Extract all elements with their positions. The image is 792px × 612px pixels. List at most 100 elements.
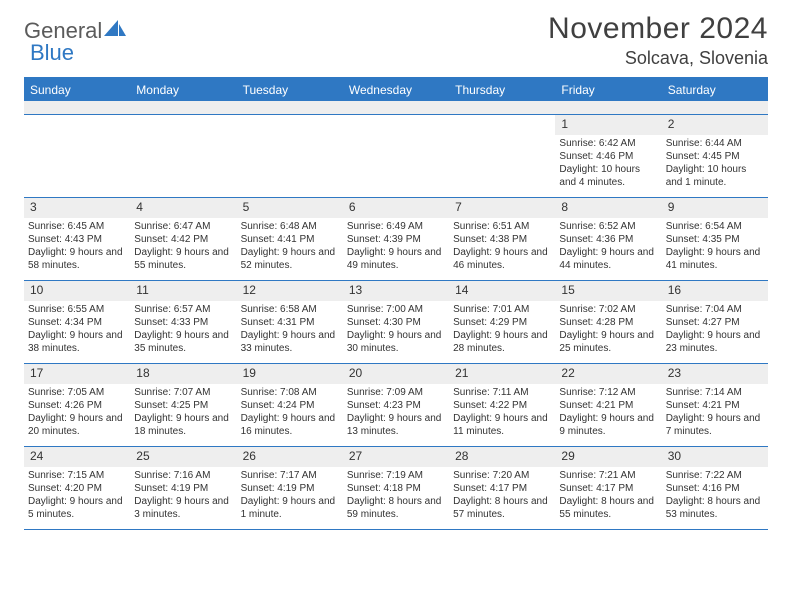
sunset-text: Sunset: 4:31 PM [241, 316, 339, 329]
daylight-text: Daylight: 9 hours and 7 minutes. [666, 412, 764, 438]
sunrise-text: Sunrise: 7:00 AM [347, 303, 445, 316]
sunset-text: Sunset: 4:17 PM [453, 482, 551, 495]
calendar: Sunday Monday Tuesday Wednesday Thursday… [24, 77, 768, 530]
day-number: 6 [343, 198, 449, 218]
sunset-text: Sunset: 4:26 PM [28, 399, 126, 412]
calendar-cell: 2Sunrise: 6:44 AMSunset: 4:45 PMDaylight… [662, 115, 768, 197]
calendar-cell [343, 115, 449, 197]
title-block: November 2024 Solcava, Slovenia [548, 12, 768, 69]
calendar-cell: 28Sunrise: 7:20 AMSunset: 4:17 PMDayligh… [449, 447, 555, 529]
sunrise-text: Sunrise: 7:14 AM [666, 386, 764, 399]
day-number: 18 [130, 364, 236, 384]
calendar-cell: 12Sunrise: 6:58 AMSunset: 4:31 PMDayligh… [237, 281, 343, 363]
daylight-text: Daylight: 10 hours and 1 minute. [666, 163, 764, 189]
day-number: 30 [662, 447, 768, 467]
sunrise-text: Sunrise: 6:52 AM [559, 220, 657, 233]
sunset-text: Sunset: 4:21 PM [559, 399, 657, 412]
sunrise-text: Sunrise: 7:17 AM [241, 469, 339, 482]
calendar-cell: 1Sunrise: 6:42 AMSunset: 4:46 PMDaylight… [555, 115, 661, 197]
day-header-wednesday: Wednesday [343, 79, 449, 101]
location-label: Solcava, Slovenia [548, 48, 768, 69]
day-number: 24 [24, 447, 130, 467]
week-row: 10Sunrise: 6:55 AMSunset: 4:34 PMDayligh… [24, 281, 768, 364]
day-number: 13 [343, 281, 449, 301]
calendar-cell: 24Sunrise: 7:15 AMSunset: 4:20 PMDayligh… [24, 447, 130, 529]
header: General November 2024 Solcava, Slovenia [24, 12, 768, 69]
week-row: 17Sunrise: 7:05 AMSunset: 4:26 PMDayligh… [24, 364, 768, 447]
sunrise-text: Sunrise: 6:49 AM [347, 220, 445, 233]
sunrise-text: Sunrise: 7:07 AM [134, 386, 232, 399]
sunrise-text: Sunrise: 7:02 AM [559, 303, 657, 316]
sunset-text: Sunset: 4:18 PM [347, 482, 445, 495]
day-number: 16 [662, 281, 768, 301]
daylight-text: Daylight: 9 hours and 46 minutes. [453, 246, 551, 272]
header-spacer [24, 101, 768, 115]
sunrise-text: Sunrise: 7:09 AM [347, 386, 445, 399]
calendar-cell: 13Sunrise: 7:00 AMSunset: 4:30 PMDayligh… [343, 281, 449, 363]
logo-text-blue: Blue [30, 40, 74, 65]
day-header-tuesday: Tuesday [237, 79, 343, 101]
calendar-cell: 4Sunrise: 6:47 AMSunset: 4:42 PMDaylight… [130, 198, 236, 280]
daylight-text: Daylight: 10 hours and 4 minutes. [559, 163, 657, 189]
sunset-text: Sunset: 4:41 PM [241, 233, 339, 246]
calendar-cell [24, 115, 130, 197]
calendar-cell: 11Sunrise: 6:57 AMSunset: 4:33 PMDayligh… [130, 281, 236, 363]
sunset-text: Sunset: 4:17 PM [559, 482, 657, 495]
day-number: 5 [237, 198, 343, 218]
daylight-text: Daylight: 8 hours and 55 minutes. [559, 495, 657, 521]
sunset-text: Sunset: 4:39 PM [347, 233, 445, 246]
sunrise-text: Sunrise: 7:12 AM [559, 386, 657, 399]
daylight-text: Daylight: 9 hours and 52 minutes. [241, 246, 339, 272]
calendar-cell: 30Sunrise: 7:22 AMSunset: 4:16 PMDayligh… [662, 447, 768, 529]
sunset-text: Sunset: 4:34 PM [28, 316, 126, 329]
calendar-cell: 29Sunrise: 7:21 AMSunset: 4:17 PMDayligh… [555, 447, 661, 529]
calendar-cell [237, 115, 343, 197]
day-number: 23 [662, 364, 768, 384]
sunset-text: Sunset: 4:38 PM [453, 233, 551, 246]
logo-sail-icon [104, 20, 126, 43]
daylight-text: Daylight: 9 hours and 1 minute. [241, 495, 339, 521]
daylight-text: Daylight: 9 hours and 18 minutes. [134, 412, 232, 438]
daylight-text: Daylight: 9 hours and 16 minutes. [241, 412, 339, 438]
daylight-text: Daylight: 9 hours and 11 minutes. [453, 412, 551, 438]
daylight-text: Daylight: 9 hours and 33 minutes. [241, 329, 339, 355]
day-number: 26 [237, 447, 343, 467]
sunrise-text: Sunrise: 6:48 AM [241, 220, 339, 233]
day-number: 22 [555, 364, 661, 384]
day-number: 29 [555, 447, 661, 467]
day-number: 3 [24, 198, 130, 218]
sunrise-text: Sunrise: 6:44 AM [666, 137, 764, 150]
calendar-cell: 9Sunrise: 6:54 AMSunset: 4:35 PMDaylight… [662, 198, 768, 280]
sunset-text: Sunset: 4:35 PM [666, 233, 764, 246]
calendar-cell: 18Sunrise: 7:07 AMSunset: 4:25 PMDayligh… [130, 364, 236, 446]
week-row: 24Sunrise: 7:15 AMSunset: 4:20 PMDayligh… [24, 447, 768, 530]
sunrise-text: Sunrise: 7:04 AM [666, 303, 764, 316]
day-header-sunday: Sunday [24, 79, 130, 101]
day-header-thursday: Thursday [449, 79, 555, 101]
day-header-monday: Monday [130, 79, 236, 101]
calendar-cell: 7Sunrise: 6:51 AMSunset: 4:38 PMDaylight… [449, 198, 555, 280]
calendar-cell: 19 Sunrise: 7:08 AMSunset: 4:24 PMDayligh… [237, 364, 343, 446]
calendar-cell [130, 115, 236, 197]
sunrise-text: Sunrise: 6:54 AM [666, 220, 764, 233]
sunset-text: Sunset: 4:36 PM [559, 233, 657, 246]
sunrise-text: Sunrise: 6:47 AM [134, 220, 232, 233]
daylight-text: Daylight: 9 hours and 41 minutes. [666, 246, 764, 272]
sunset-text: Sunset: 4:43 PM [28, 233, 126, 246]
day-header-saturday: Saturday [662, 79, 768, 101]
daylight-text: Daylight: 9 hours and 55 minutes. [134, 246, 232, 272]
page-title: November 2024 [548, 12, 768, 46]
calendar-cell: 17Sunrise: 7:05 AMSunset: 4:26 PMDayligh… [24, 364, 130, 446]
day-number: 8 [555, 198, 661, 218]
sunrise-text: Sunrise: 6:42 AM [559, 137, 657, 150]
day-number: 19 [237, 364, 343, 384]
calendar-cell: 15Sunrise: 7:02 AMSunset: 4:28 PMDayligh… [555, 281, 661, 363]
page: General November 2024 Solcava, Slovenia … [0, 0, 792, 546]
daylight-text: Daylight: 9 hours and 30 minutes. [347, 329, 445, 355]
sunrise-text: Sunrise: 7:08 AM [241, 386, 339, 399]
sunset-text: Sunset: 4:24 PM [241, 399, 339, 412]
sunset-text: Sunset: 4:19 PM [134, 482, 232, 495]
sunrise-text: Sunrise: 6:58 AM [241, 303, 339, 316]
week-row: 1Sunrise: 6:42 AMSunset: 4:46 PMDaylight… [24, 115, 768, 198]
day-number: 2 [662, 115, 768, 135]
